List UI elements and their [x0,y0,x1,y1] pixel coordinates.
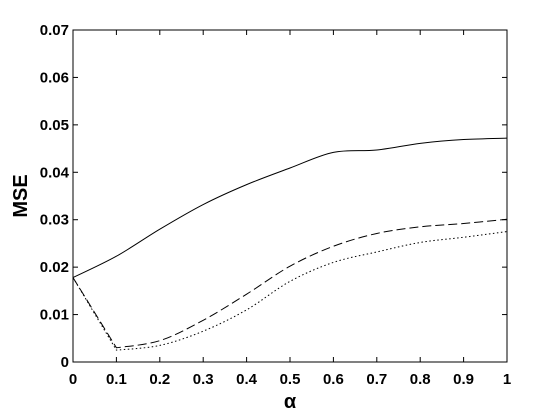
series-line-dashed [72,218,508,349]
x-tick-label: 0.9 [453,371,474,388]
y-tick-label: 0.03 [40,212,69,229]
axis-ticks: 0 0.1 0.2 0.3 0.4 0.5 0.6 0.7 0.8 0.9 1 0 0.01 0.02 0.… [40,22,511,388]
series-layer [72,137,508,351]
x-tick-label: 1 [503,371,511,388]
y-tick-label: 0 [61,354,69,371]
x-axis-label: α [284,391,297,413]
y-tick-label: 0.07 [40,22,69,39]
y-tick-label: 0.04 [40,164,70,181]
plot-area-frame [72,29,508,363]
x-tick-label: 0.3 [193,371,214,388]
x-tick-label: 0 [69,371,77,388]
y-tick-label: 0.01 [40,307,69,324]
x-tick-label: 0.5 [280,371,301,388]
x-tick-label: 0.7 [366,371,387,388]
series-line-solid [72,137,508,279]
x-tick-label: 0.2 [149,371,170,388]
y-tick-label: 0.06 [40,69,69,86]
x-tick-label: 0.6 [323,371,344,388]
x-tick-label: 0.4 [236,371,258,388]
x-tick-label: 0.1 [106,371,127,388]
series-line-dotted [72,231,508,351]
y-tick-label: 0.02 [40,259,69,276]
y-axis-label: MSE [10,174,32,217]
y-tick-label: 0.05 [40,117,69,134]
x-tick-label: 0.8 [410,371,431,388]
